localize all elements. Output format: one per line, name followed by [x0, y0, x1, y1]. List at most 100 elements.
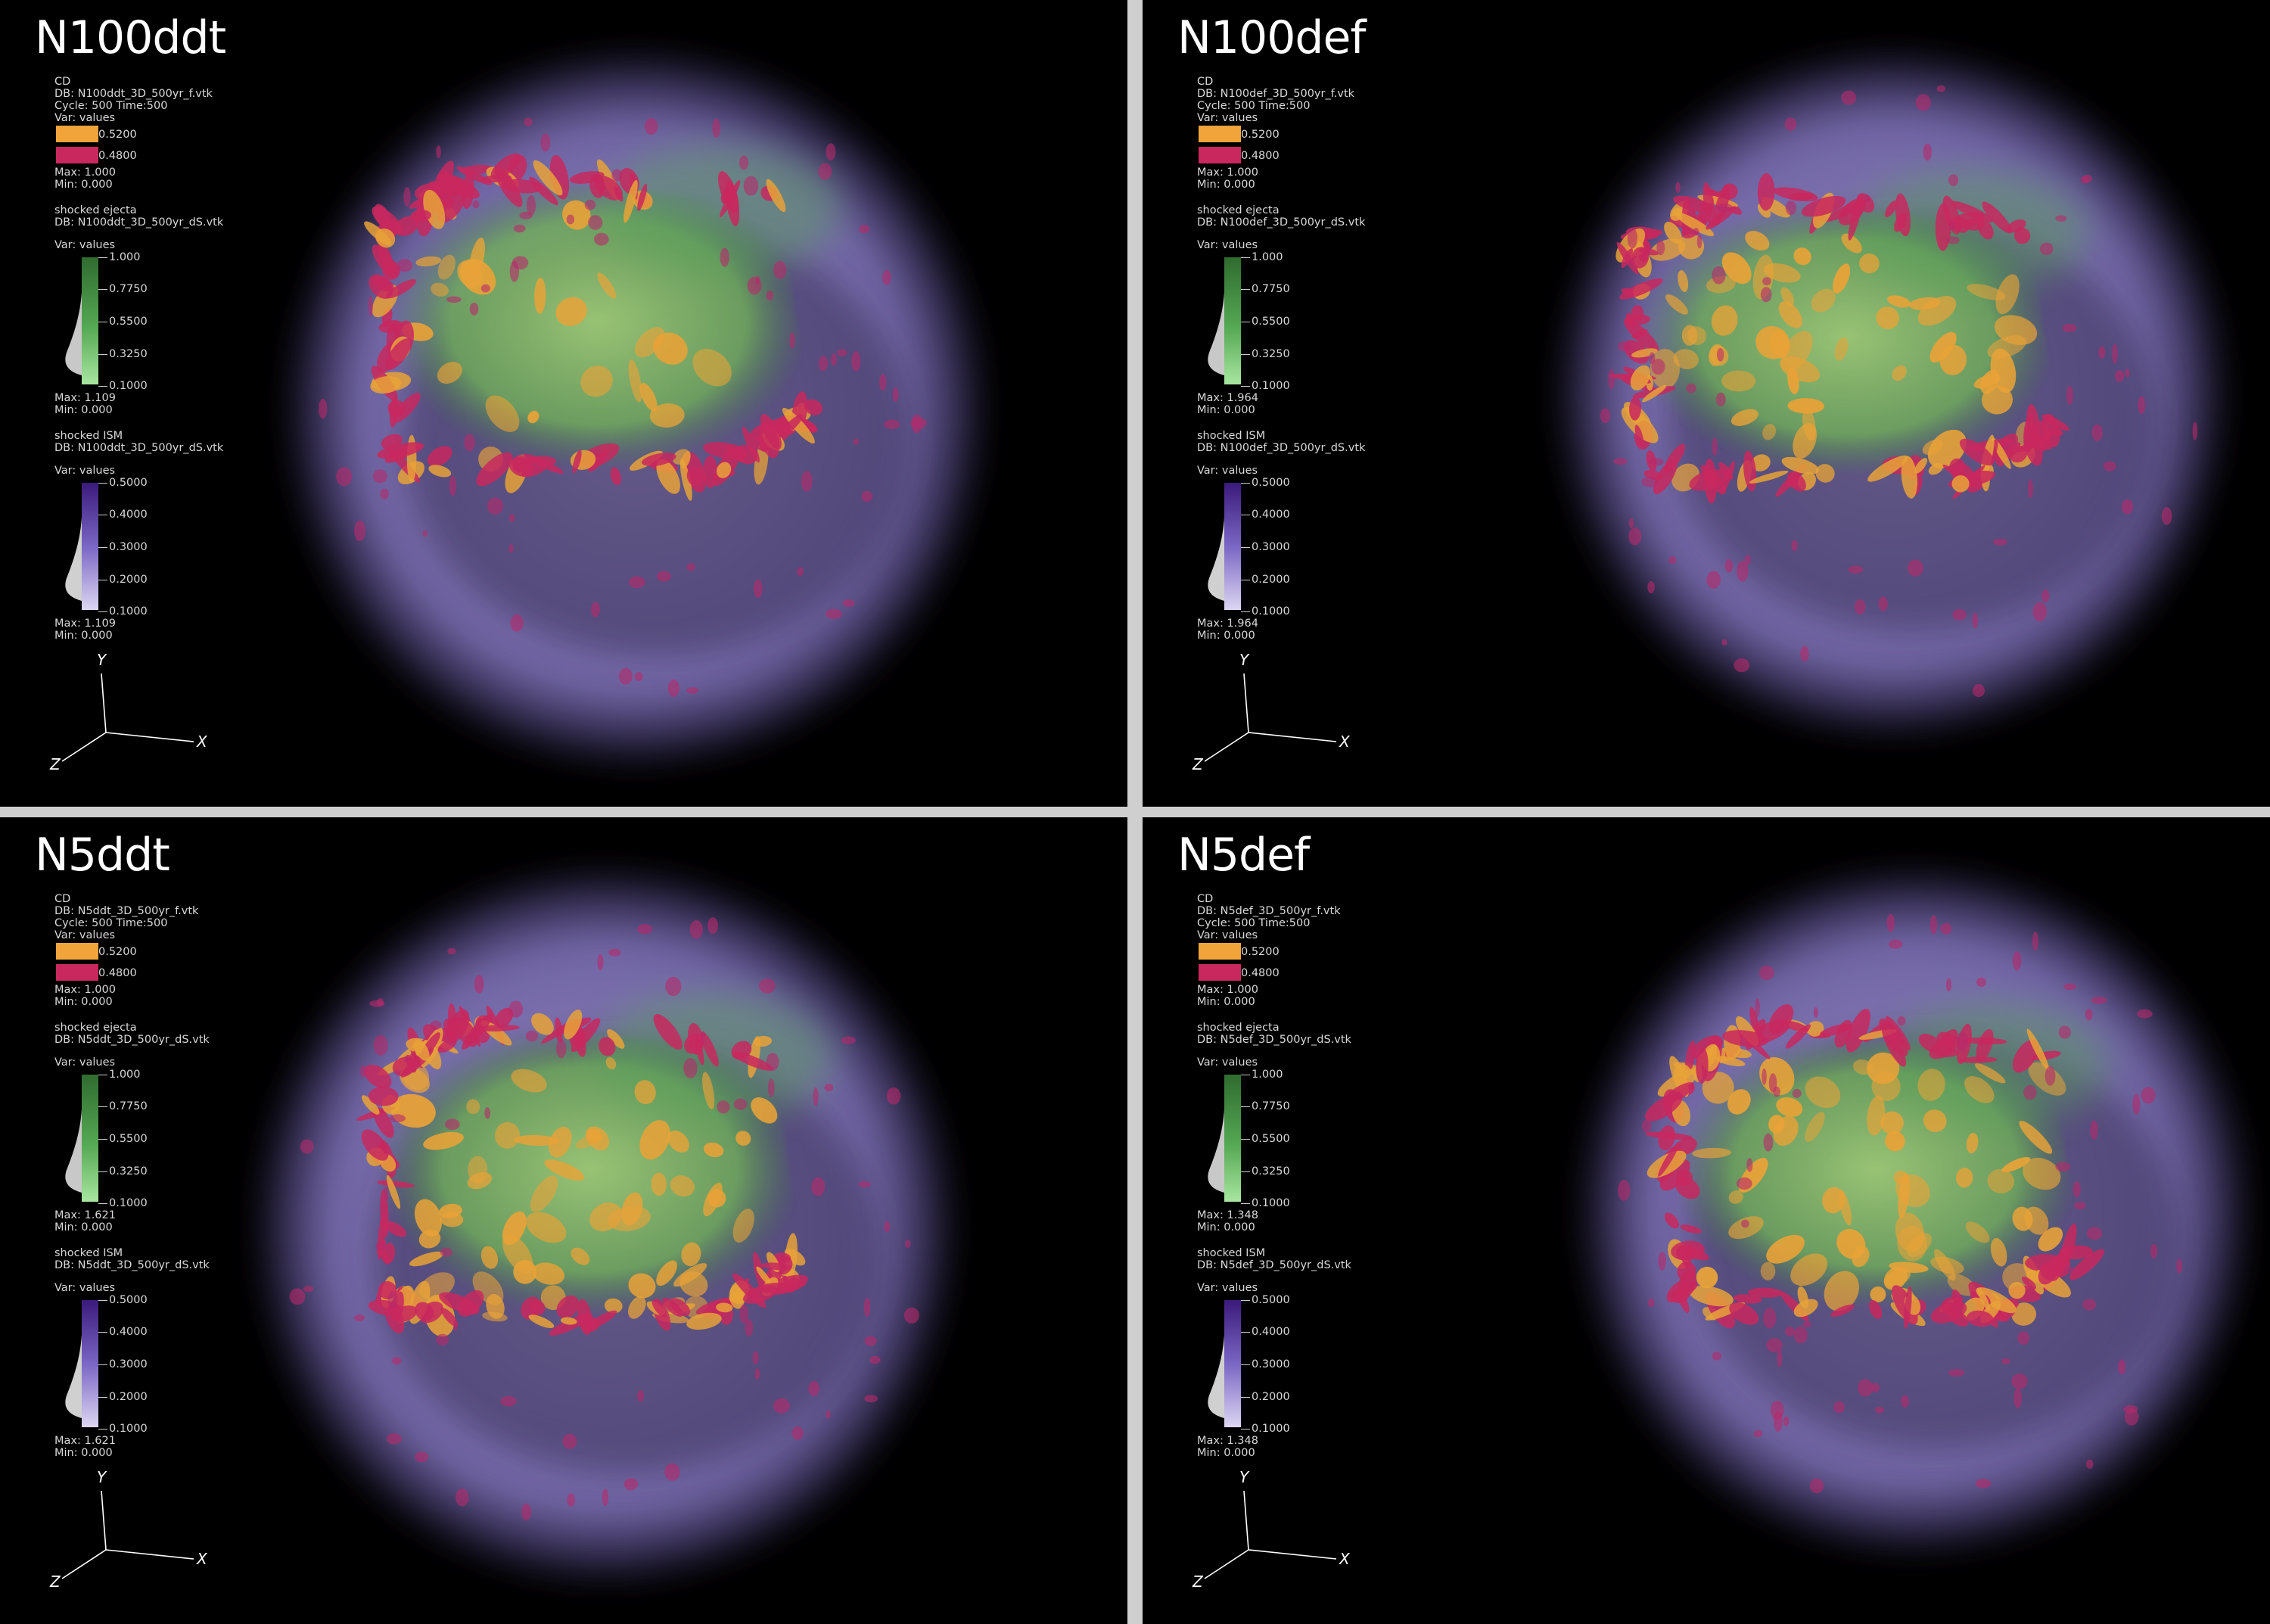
cd-blob-orange — [1730, 409, 1758, 426]
ism-tick: 0.1000 — [1241, 1423, 1290, 1435]
cd-blob-orange — [1990, 1237, 2007, 1267]
ism-db-path: DB: N5ddt_3D_500yr_dS.vtk — [54, 1259, 210, 1271]
cd-blob-orange — [1692, 1147, 1731, 1159]
cd-finger — [1722, 1030, 1768, 1047]
cd-blob-orange — [634, 1080, 656, 1105]
ism-clump — [826, 608, 842, 619]
ism-clump — [449, 475, 457, 496]
cd-finger — [415, 1302, 434, 1321]
cd-finger — [373, 1106, 394, 1138]
ejecta-tick: 0.7750 — [1241, 283, 1290, 295]
cd-finger — [529, 1299, 546, 1315]
ejecta-db-path: DB: N100ddt_3D_500yr_dS.vtk — [54, 216, 224, 229]
cd-level-low: 0.4800 — [98, 150, 137, 162]
cd-finger — [1664, 222, 1682, 244]
cd-blob-orange — [1922, 439, 1943, 456]
cd-finger — [1702, 182, 1716, 228]
ism-clump — [1686, 383, 1696, 394]
axis-label-y: Y — [97, 1468, 107, 1486]
cd-finger — [1976, 1287, 2017, 1314]
ism-clump — [1792, 1088, 1802, 1098]
cd-finger — [753, 1035, 773, 1047]
cd-blob-orange — [1990, 348, 2017, 394]
cd-finger — [1782, 1020, 1809, 1032]
cd-blob-orange — [494, 1122, 521, 1149]
cd-finger — [1773, 187, 1818, 202]
cd-blob-orange — [751, 1097, 778, 1124]
cd-blob-orange — [1678, 270, 1689, 292]
ism-clump — [801, 471, 813, 492]
cd-finger — [1967, 1310, 1994, 1327]
ism-colorbar: 0.5000 0.4000 0.3000 0.2000 0.1000 — [54, 1294, 297, 1435]
cd-finger — [377, 442, 424, 459]
cd-blob-orange — [1898, 1173, 1910, 1218]
ism-clump — [373, 1034, 388, 1056]
cd-finger — [1940, 1029, 1958, 1047]
cd-blob-orange — [597, 272, 617, 299]
cd-finger — [1664, 1212, 1679, 1229]
ism-clump — [2150, 1243, 2158, 1259]
ism-clump — [452, 1319, 459, 1331]
cd-finger — [1793, 1299, 1818, 1318]
cd-db-path: DB: N5ddt_3D_500yr_f.vtk — [54, 905, 199, 917]
ejecta-max: Max: 1.621 — [54, 1209, 116, 1221]
ism-clump — [1641, 1119, 1652, 1133]
cd-blob-orange — [1745, 231, 1770, 251]
ism-clump — [903, 1307, 919, 1324]
cd-finger — [1645, 1093, 1683, 1122]
ism-clump — [826, 1410, 831, 1419]
ism-clump — [791, 1426, 804, 1440]
ism-clump — [766, 291, 774, 301]
ism-clump — [686, 563, 695, 571]
cd-blob-orange — [530, 1175, 558, 1212]
cd-finger — [564, 1010, 583, 1040]
cd-finger — [766, 179, 786, 213]
cd-blob-orange — [437, 362, 462, 384]
cd-blob-orange — [1859, 253, 1880, 274]
cd-finger — [599, 1037, 616, 1056]
ism-clump — [753, 579, 763, 599]
ism-clump — [2074, 1201, 2086, 1210]
ism-tick: 0.2000 — [98, 1391, 148, 1403]
ism-clump — [1647, 1299, 1655, 1308]
cd-blob-orange — [1897, 1225, 1927, 1262]
cd-cycle-time: Cycle: 500 Time:500 — [1197, 100, 1311, 112]
ism-clump — [1940, 922, 1952, 935]
cd-blob-orange — [1893, 1171, 1908, 1185]
ism-clump — [1712, 266, 1726, 285]
ism-clump — [2058, 1025, 2071, 1039]
ism-clump — [383, 1187, 389, 1201]
cd-finger — [1977, 1287, 1990, 1311]
cd-blob-orange — [549, 1126, 572, 1158]
histogram-icon — [1208, 292, 1224, 375]
cd-blob-orange — [575, 1133, 604, 1149]
cd-finger — [1964, 218, 1985, 231]
cd-finger — [1751, 454, 1771, 471]
ism-tick: 0.4000 — [1241, 509, 1290, 521]
cd-finger — [462, 1013, 493, 1050]
cd-blob-orange — [673, 1263, 707, 1287]
cd-blob-orange — [1852, 1246, 1870, 1268]
ism-clump — [2192, 422, 2198, 440]
cd-finger — [383, 1243, 396, 1264]
cd-finger — [1806, 1021, 1824, 1037]
ism-clump — [1956, 1031, 1969, 1052]
ism-clump — [415, 1451, 429, 1463]
ism-clump — [591, 602, 600, 618]
cd-finger — [1886, 1016, 1911, 1050]
cd-level-high: 0.5200 — [98, 946, 137, 958]
cd-level-high: 0.5200 — [1241, 946, 1280, 958]
cd-blob-orange — [656, 1260, 677, 1286]
ism-tick: 0.4000 — [98, 509, 148, 521]
ism-clump — [1656, 240, 1665, 256]
cd-blob-orange — [628, 359, 642, 403]
ism-clump — [628, 576, 645, 589]
ism-clump — [2045, 1066, 2056, 1086]
cd-finger — [2021, 1277, 2037, 1290]
ism-clump — [1647, 580, 1655, 594]
ism-clump — [1693, 227, 1699, 236]
ism-clump — [2098, 346, 2106, 359]
cd-finger — [528, 1314, 555, 1328]
ejecta-legend-header: shocked ejecta — [1197, 1022, 1280, 1034]
ism-clump — [487, 497, 504, 515]
